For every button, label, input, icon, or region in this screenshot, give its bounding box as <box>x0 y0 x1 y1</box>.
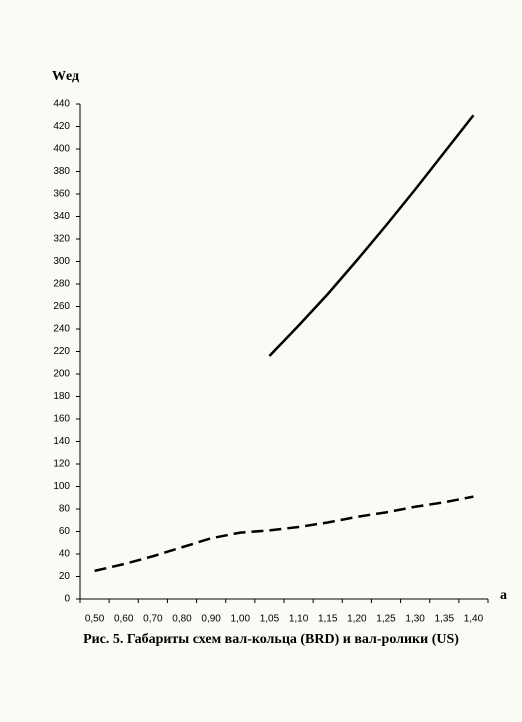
y-tick-label: 180 <box>53 391 70 402</box>
x-tick-label: 1,35 <box>435 614 455 625</box>
y-tick-label: 140 <box>53 436 70 447</box>
data-line <box>94 495 474 573</box>
y-tick-label: 220 <box>53 346 70 357</box>
y-tick-label: 340 <box>53 211 70 222</box>
x-tick-label: 1,40 <box>464 614 484 625</box>
y-tick-label: 240 <box>53 324 70 335</box>
x-tick-label: 0,80 <box>172 614 192 625</box>
y-tick-label: 20 <box>59 571 71 582</box>
y-tick-label: 280 <box>53 279 70 290</box>
y-tick-label: 0 <box>64 594 70 605</box>
y-tick-label: 200 <box>53 369 70 380</box>
y-tick-label: 120 <box>53 459 70 470</box>
y-tick-label: 260 <box>53 301 70 312</box>
x-tick-label: 0,60 <box>114 614 134 625</box>
y-tick-label: 300 <box>53 256 70 267</box>
y-tick-label: 380 <box>53 166 70 177</box>
y-tick-label: 160 <box>53 414 70 425</box>
x-tick-label: 1,30 <box>405 614 425 625</box>
y-tick-label: 320 <box>53 234 70 245</box>
x-tick-label: 1,20 <box>347 614 367 625</box>
y-tick-label: 80 <box>59 504 71 515</box>
caption: Рис. 5. Габариты схем вал-кольца (BRD) и… <box>83 632 459 647</box>
x-tick-label: 1,05 <box>260 614 280 625</box>
x-tick-label: 0,70 <box>143 614 163 625</box>
x-tick-label: 0,50 <box>85 614 105 625</box>
y-tick-label: 440 <box>53 99 70 110</box>
y-tick-label: 420 <box>53 121 70 132</box>
x-tick-label: 1,25 <box>376 614 396 625</box>
y-tick-label: 40 <box>59 549 71 560</box>
y-tick-label: 400 <box>53 144 70 155</box>
y-tick-label: 360 <box>53 189 70 200</box>
x-axis-label: a <box>500 588 507 603</box>
y-tick-label: 100 <box>53 481 70 492</box>
y-tick-label: 60 <box>59 526 71 537</box>
x-tick-label: 1,15 <box>318 614 338 625</box>
x-tick-label: 0,90 <box>201 614 221 625</box>
x-tick-label: 1,10 <box>289 614 309 625</box>
x-tick-label: 1,00 <box>231 614 251 625</box>
y-axis-label: Wед <box>52 69 79 84</box>
data-line <box>268 114 475 357</box>
